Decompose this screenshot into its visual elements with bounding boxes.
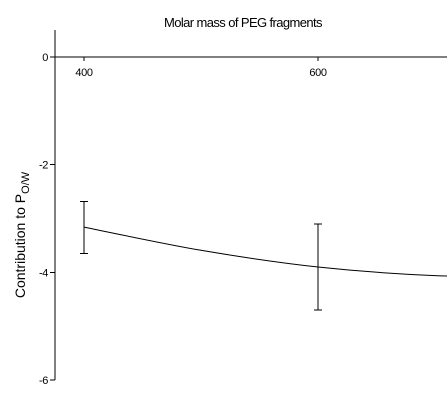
y-tick-label: -2	[39, 160, 48, 172]
x-ticks: 4006008001000120014001600	[75, 57, 327, 79]
y-tick-label: -6	[39, 375, 48, 387]
x-tick-label: 400	[75, 67, 92, 79]
error-bars	[80, 200, 322, 311]
y-axis-label-subscript: O/W	[20, 171, 32, 194]
y-tick-label: -4	[39, 267, 48, 279]
y-tick-label: 0	[42, 52, 48, 64]
y-axis-label: Contribution to PO/W	[12, 171, 32, 298]
error-bar	[314, 223, 322, 311]
x-tick-label: 600	[309, 67, 326, 79]
fitted-curve	[83, 226, 447, 277]
y-ticks: 0 -2 -4 -6	[39, 52, 55, 387]
chart-title: Molar mass of PEG fragments	[164, 15, 323, 30]
error-bar	[80, 200, 88, 254]
y-axis-label-main: Contribution to P	[12, 194, 28, 298]
